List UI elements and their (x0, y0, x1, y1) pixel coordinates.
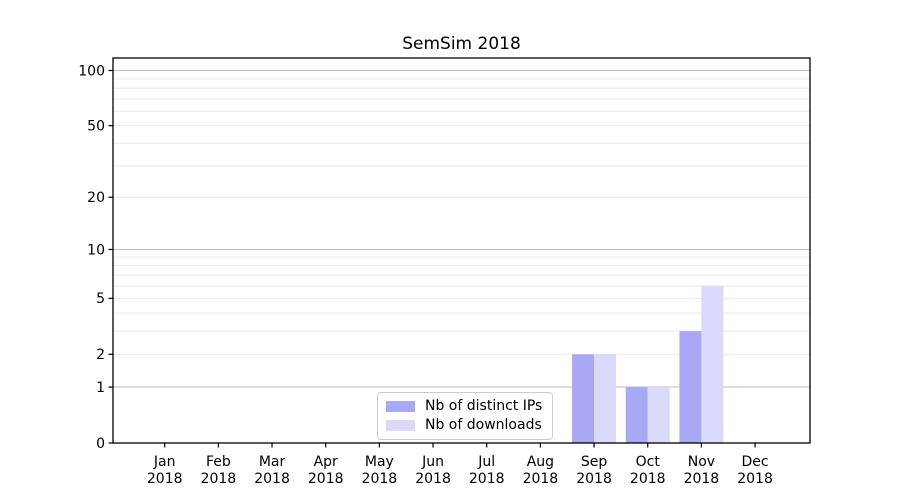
bar-downloads-nov (701, 285, 724, 443)
legend-swatch-distinct-ips (386, 400, 415, 412)
y-tick-label: 5 (96, 291, 105, 307)
x-tick-label-month: Jul (477, 454, 495, 470)
x-tick-label-month: Sep (581, 454, 608, 470)
axis-tick-labels: 0125102050100Jan2018Feb2018Mar2018Apr201… (78, 63, 773, 487)
x-tick-label-month: Oct (636, 454, 661, 470)
legend-label-distinct-ips: Nb of distinct IPs (425, 398, 543, 414)
legend-item-downloads: Nb of downloads (386, 417, 542, 433)
x-tick-label-year: 2018 (523, 471, 559, 487)
x-tick-label-year: 2018 (415, 471, 451, 487)
bar-downloads-sep (594, 354, 617, 443)
legend-swatch-downloads (386, 419, 415, 431)
x-tick-label-month: Dec (742, 454, 769, 470)
y-tick-label: 2 (96, 347, 105, 363)
x-tick-label-month: Feb (206, 454, 231, 470)
x-tick-label-month: Jan (153, 454, 176, 470)
x-tick-label-month: Mar (259, 454, 286, 470)
bar-distinct-ips-nov (679, 331, 702, 443)
y-tick-label: 10 (87, 242, 105, 258)
axis-ticks (108, 69, 756, 448)
legend: Nb of distinct IPs Nb of downloads (377, 392, 554, 440)
plot-border (112, 57, 811, 444)
x-tick-label-month: Aug (527, 454, 554, 470)
x-tick-label-year: 2018 (201, 471, 237, 487)
x-tick-label-year: 2018 (684, 471, 720, 487)
y-tick-label: 100 (78, 63, 105, 79)
y-tick-label: 1 (96, 380, 105, 396)
bars (572, 285, 724, 443)
y-tick-label: 0 (96, 436, 105, 452)
x-tick-label-year: 2018 (147, 471, 183, 487)
x-tick-label-year: 2018 (308, 471, 344, 487)
x-tick-label-year: 2018 (254, 471, 290, 487)
x-tick-label-year: 2018 (576, 471, 612, 487)
y-tick-label: 50 (87, 118, 105, 134)
x-tick-label-month: Jun (421, 454, 444, 470)
x-tick-label-month: Apr (314, 454, 338, 470)
x-tick-label-year: 2018 (362, 471, 398, 487)
y-tick-label: 20 (87, 190, 105, 206)
bar-distinct-ips-oct (625, 387, 648, 443)
bar-distinct-ips-sep (572, 354, 595, 443)
bar-downloads-oct (647, 387, 670, 443)
axes-spines (112, 57, 811, 444)
x-tick-label-month: Nov (688, 454, 715, 470)
x-tick-label-year: 2018 (630, 471, 666, 487)
x-tick-label-year: 2018 (737, 471, 773, 487)
legend-item-distinct-ips: Nb of distinct IPs (386, 398, 542, 414)
minor-gridlines (113, 78, 810, 355)
x-tick-label-year: 2018 (469, 471, 505, 487)
chart-title: SemSim 2018 (402, 34, 521, 54)
legend-label-downloads: Nb of downloads (425, 417, 542, 433)
x-tick-label-month: May (365, 454, 394, 470)
